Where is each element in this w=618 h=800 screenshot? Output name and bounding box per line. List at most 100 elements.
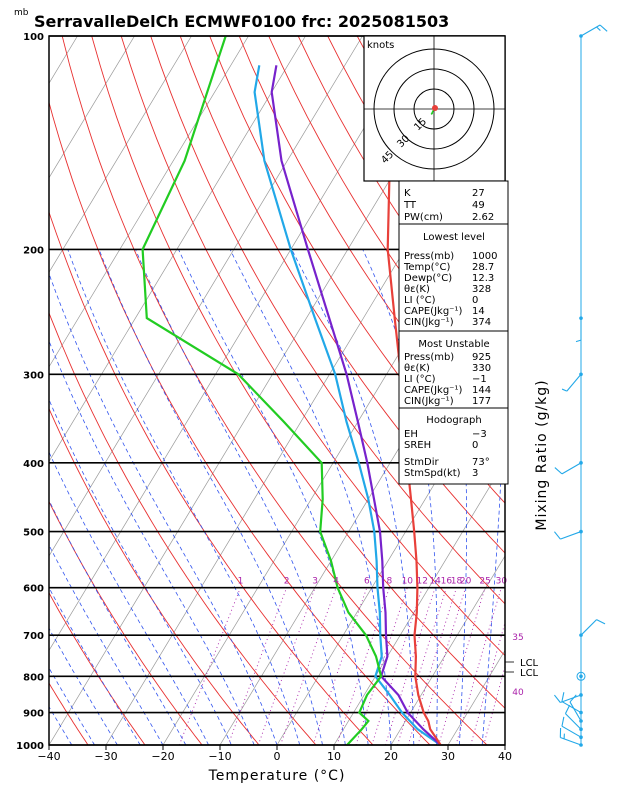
hodograph-stmspd-name: StmSpd(kt) [404,468,461,479]
wind-barb-shaft [561,725,582,738]
lowest-level-header: Lowest level [423,232,485,243]
temperature-tick-label: 40 [498,750,512,763]
mixing-ratio-label: 14 [429,577,441,587]
temperature-tick-label: −20 [151,750,174,763]
wind-barb [579,24,608,38]
mixing-ratio-line [312,587,368,745]
lcl-label-lower: LCL [520,668,539,679]
isotherm-line [49,36,135,179]
lowest-level-dewp-name: Dewp(°C) [404,273,452,284]
temperature-line [386,36,442,745]
moist-adiabat-line [135,249,346,745]
pressure-tick-label: 300 [23,370,44,381]
mixing-ratio-label: 35 [512,633,523,643]
virtual-temperature-line [253,65,442,745]
isotherm-line [333,460,505,745]
dry-adiabat-line [209,36,505,504]
index-pw-name: PW(cm) [404,212,443,223]
wind-barb [553,693,583,703]
most-unstable-cape-name: CAPE(Jkg⁻¹) [404,385,462,396]
hodograph-eh-value: −3 [472,429,487,440]
temperature-tick-label: −10 [208,750,231,763]
dry-adiabat-line [49,311,317,745]
pressure-tick-label: 500 [23,528,44,539]
lowest-level-cape-value: 14 [472,306,485,317]
wind-barb-shaft [566,373,582,392]
moist-adiabat-line [49,544,164,745]
most-unstable-press-value: 925 [472,352,491,363]
wind-barb-shaft [560,531,582,540]
wind-barb-shaft [565,713,582,730]
moist-adiabat-line [49,272,278,745]
hodograph-box-header: Hodograph [426,415,481,426]
wind-barb [575,316,583,343]
dry-adiabat-line [49,682,89,745]
pressure-tick-label: 400 [23,459,44,470]
lowest-level-press-name: Press(mb) [404,251,454,262]
parcel-line [270,65,442,745]
wind-barb-half-feather [575,339,582,343]
lcl-markers: LCL LCL [505,658,539,679]
moist-adiabat-line [49,398,232,745]
moist-adiabat-line [49,705,73,745]
hodograph-stmspd-value: 3 [472,468,478,479]
temperature-tick-label: 0 [274,750,281,763]
wind-barb-feather [599,24,608,32]
index-pw-value: 2.62 [472,212,494,223]
hodograph-sreh-value: 0 [472,440,478,451]
pressure-tick-label: 200 [23,245,44,256]
index-k-name: K [404,188,411,199]
stability-indices-panel: K 27 TT 49 PW(cm) 2.62 Lowest level Pres… [398,180,509,485]
isotherm-line [0,36,21,745]
isotherm-line [49,36,420,652]
dry-adiabat-line [593,36,618,745]
wind-barb [554,461,583,475]
dry-adiabat-line [238,36,505,455]
wind-barbs [553,24,608,747]
mixing-ratio-label: 40 [512,688,524,698]
mixing-ratio-line [470,621,505,745]
mixing-ratio-line [417,587,467,745]
moist-adiabat-line [229,249,392,745]
wind-barb-half-feather [561,388,568,392]
hodograph-eh-name: EH [404,429,418,440]
mixing-ratio-line [257,587,316,745]
mixing-ratio-label: 10 [402,577,414,587]
lowest-level-cin-name: CIN(Jkg⁻¹) [404,317,454,328]
wind-barb-shaft [561,701,582,714]
most-unstable-press-name: Press(mb) [404,352,454,363]
isotherm-line [162,177,505,745]
wind-barb [559,727,583,747]
lowest-level-press-value: 1000 [472,251,497,262]
most-unstable-cin-name: CIN(Jkg⁻¹) [404,396,454,407]
pressure-unit-label: mb [14,8,29,18]
lowest-level-temp-name: Temp(°C) [403,262,451,273]
lowest-level-cape-name: CAPE(Jkg⁻¹) [404,306,462,317]
moist-adiabat-line [49,451,209,745]
wind-barb [579,619,606,637]
mixing-ratio-label: 30 [496,577,508,587]
isotherm-line [390,555,505,745]
wind-barb-feather [553,694,561,703]
most-unstable-cin-value: 177 [472,396,491,407]
mixing-ratio-label: 1 [238,577,244,587]
wind-barb-feather [564,704,571,714]
mixing-ratio-line [397,587,447,745]
lowest-level-cin-value: 374 [472,317,491,328]
lowest-level-thetae-name: θε(K) [404,284,430,295]
mixing-ratio-label: 25 [479,577,490,587]
mixing-ratio-label: 18 [451,577,463,587]
most-unstable-li-value: −1 [472,374,487,385]
isotherm-line [49,36,192,274]
wind-barb-feather [596,619,606,625]
moist-adiabat-line [178,249,369,745]
temperature-tick-label: −30 [94,750,117,763]
most-unstable-thetae-name: θε(K) [404,363,430,374]
wind-barb-shaft [560,694,582,703]
dry-adiabat-line [120,36,505,657]
temperature-axis: −40 −30 −20 −10 0 10 20 30 40 [37,745,512,763]
pressure-tick-label: 100 [23,32,44,43]
hodograph-sreh-name: SREH [404,440,431,451]
mixing-ratio-line [280,587,337,745]
storm-motion-marker [432,105,438,111]
